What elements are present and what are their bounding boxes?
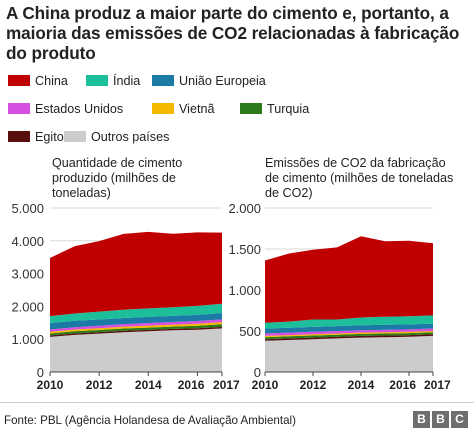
x-tick-label: 2010 (37, 378, 64, 392)
x-tick-label: 2017 (424, 378, 451, 392)
x-tick-label: 2012 (300, 378, 327, 392)
area-vietna (265, 331, 433, 338)
area-china (265, 236, 433, 323)
y-tick-label: 0 (254, 365, 261, 380)
area-outros-paises (50, 328, 222, 372)
legend: China Índia União Europeia Estados Unido… (8, 74, 468, 154)
area-india (50, 303, 222, 323)
area-turquia (50, 324, 222, 336)
area-vietna (50, 322, 222, 334)
legend-swatch (240, 103, 262, 114)
legend-item-turquia: Turquia (240, 102, 309, 116)
legend-item-estados-unidos: Estados Unidos (8, 102, 123, 116)
area-uniao-europeia (50, 313, 222, 330)
legend-swatch (86, 75, 108, 86)
bbc-logo-letter: C (451, 411, 468, 428)
legend-swatch (8, 75, 30, 86)
footer-divider (0, 402, 474, 403)
legend-item-uniao-europeia: União Europeia (152, 74, 266, 88)
area-china (50, 231, 222, 317)
legend-label: China (35, 74, 68, 88)
area-estados-unidos (265, 328, 433, 336)
legend-swatch (152, 103, 174, 114)
x-tick-label: 2012 (86, 378, 113, 392)
chart-plot: 0 500 1.000 1.500 2.000 2010 2012 2014 2016 2017 (228, 201, 451, 392)
x-tick-label: 2010 (252, 378, 279, 392)
legend-label: Vietnã (179, 102, 215, 116)
chart-subtitle: Emissões de CO2 da fabricação de cimento… (265, 156, 454, 200)
y-tick-label: 3.000 (11, 267, 44, 282)
legend-label: Egito (35, 130, 64, 144)
legend-swatch (8, 131, 30, 142)
legend-label: União Europeia (179, 74, 266, 88)
y-tick-label: 1.000 (11, 332, 44, 347)
y-tick-label: 5.000 (11, 201, 44, 216)
legend-label: Estados Unidos (35, 102, 124, 116)
legend-item-egito: Egito (8, 130, 64, 144)
y-tick-label: 500 (239, 324, 261, 339)
cement-production-chart: Quantidade de cimento produzido (milhões… (0, 156, 240, 392)
legend-label: Outros países (91, 130, 170, 144)
legend-swatch (152, 75, 174, 86)
bbc-logo-letter: B (432, 411, 449, 428)
y-tick-label: 2.000 (228, 201, 261, 216)
y-tick-label: 2.000 (11, 299, 44, 314)
legend-item-vietna: Vietnã (152, 102, 214, 116)
area-uniao-europeia (265, 323, 433, 334)
legend-item-china: China (8, 74, 68, 88)
legend-label: Turquia (267, 102, 310, 116)
source-note: Fonte: PBL (Agência Holandesa de Avaliaç… (4, 414, 296, 427)
area-egito (265, 334, 433, 341)
x-tick-label: 2017 (213, 378, 240, 392)
bbc-logo-letter: B (413, 411, 430, 428)
chart-plot: 0 1.000 2.000 3.000 4.000 5.000 2010 2012 2014 20… (11, 201, 240, 392)
area-turquia (265, 332, 433, 340)
y-tick-label: 0 (37, 365, 44, 380)
co2-emissions-chart: Emissões de CO2 da fabricação de cimento… (228, 156, 474, 392)
x-tick-label: 2014 (135, 378, 162, 392)
area-egito (50, 326, 222, 337)
legend-item-outros-paises: Outros países (64, 130, 169, 144)
area-outros-paises (265, 335, 433, 372)
x-tick-label: 2014 (348, 378, 375, 392)
legend-swatch (64, 131, 86, 142)
bbc-logo: B B C (413, 411, 468, 428)
x-tick-label: 2016 (178, 378, 205, 392)
y-tick-label: 1.500 (228, 242, 261, 257)
area-india (265, 315, 433, 329)
chart-title: A China produz a maior parte do cimento … (6, 3, 460, 63)
area-estados-unidos (50, 319, 222, 332)
legend-item-india: Índia (86, 74, 140, 88)
x-tick-label: 2016 (389, 378, 416, 392)
y-tick-label: 4.000 (11, 234, 44, 249)
legend-swatch (8, 103, 30, 114)
chart-subtitle: Quantidade de cimento produzido (milhões… (52, 156, 183, 200)
legend-label: Índia (113, 74, 141, 88)
y-tick-label: 1.000 (228, 283, 261, 298)
